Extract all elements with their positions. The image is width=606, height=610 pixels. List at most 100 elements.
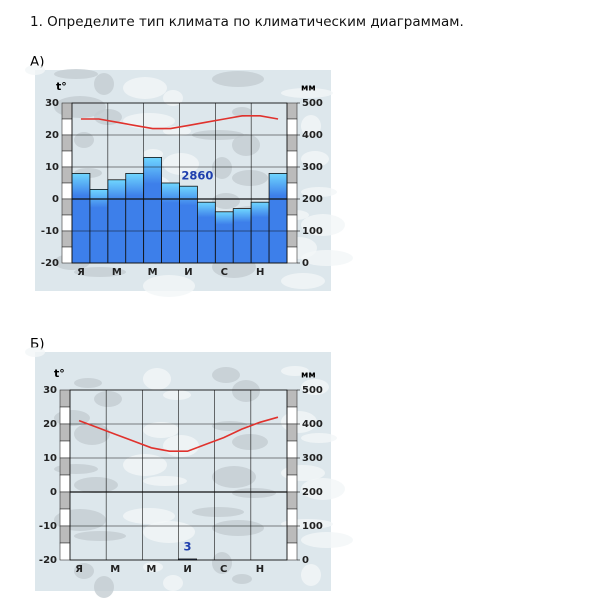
ruler-segment — [61, 102, 73, 120]
texture — [232, 170, 268, 186]
y2-tick-label: 0 — [302, 555, 309, 566]
x-tick-label: Н — [256, 267, 264, 278]
texture — [25, 65, 45, 75]
ruler-segment — [286, 457, 298, 476]
y-tick-label: 10 — [45, 162, 59, 173]
texture — [301, 379, 329, 395]
texture — [94, 576, 114, 598]
precipitation-bar — [107, 179, 127, 264]
ruler-segment — [286, 150, 298, 168]
ruler-segment — [59, 440, 71, 459]
ruler-segment — [59, 423, 71, 442]
x-tick-label: С — [220, 564, 227, 575]
x-tick-label: Н — [256, 564, 264, 575]
texture — [301, 214, 345, 236]
texture — [94, 73, 114, 95]
ruler-segment — [286, 406, 298, 425]
ruler-segment — [59, 491, 71, 510]
y-tick-label: 20 — [43, 419, 57, 430]
y-tick-label: 20 — [45, 130, 59, 141]
y-tick-label: -20 — [41, 258, 59, 269]
x-tick-label: М — [148, 267, 158, 278]
ruler-segment — [59, 474, 71, 493]
precipitation-bar — [179, 185, 198, 264]
ruler-segment — [286, 246, 298, 264]
texture — [163, 153, 199, 175]
ruler-segment — [61, 118, 73, 136]
texture — [163, 390, 191, 400]
texture — [143, 275, 195, 297]
ruler-segment — [286, 423, 298, 442]
x-tick-label: Я — [75, 564, 83, 575]
ruler-segment — [61, 150, 73, 168]
y-tick-label: 0 — [50, 487, 57, 498]
y2-tick-label: 200 — [302, 487, 323, 498]
ruler-segment — [286, 389, 298, 408]
texture — [212, 367, 240, 383]
texture — [25, 347, 45, 357]
ruler-segment — [61, 230, 73, 248]
ruler-segment — [286, 198, 298, 216]
texture — [281, 88, 333, 98]
texture — [232, 574, 252, 584]
ruler-segment — [59, 406, 71, 425]
texture — [281, 273, 325, 289]
y-tick-label: 10 — [43, 453, 57, 464]
y2-tick-label: 300 — [302, 162, 323, 173]
precipitation-bar — [214, 211, 234, 264]
precipitation-bar — [268, 172, 288, 264]
texture — [163, 90, 183, 106]
texture — [212, 552, 232, 574]
x-tick-label: И — [184, 267, 192, 278]
y2-tick-label: 500 — [302, 98, 323, 109]
y2-axis-label: мм — [301, 371, 316, 381]
texture — [212, 520, 264, 536]
precipitation-total: 3 — [184, 539, 192, 553]
texture — [232, 134, 260, 156]
texture — [74, 132, 94, 148]
ruler-segment — [61, 166, 73, 184]
ruler-segment — [61, 134, 73, 152]
ruler-segment — [286, 102, 298, 120]
y-axis-label: t° — [56, 80, 67, 93]
texture — [301, 564, 321, 586]
plot-frame — [71, 102, 288, 264]
texture — [301, 151, 329, 167]
texture — [301, 115, 321, 137]
y-tick-label: 30 — [45, 98, 59, 109]
texture — [54, 69, 98, 79]
x-tick-label: М — [146, 564, 156, 575]
texture — [74, 477, 118, 493]
plot-frame — [69, 389, 288, 561]
precipitation-bar — [161, 182, 180, 264]
y2-tick-label: 100 — [302, 226, 323, 237]
ruler-segment — [286, 525, 298, 544]
texture — [123, 77, 167, 99]
texture — [212, 421, 248, 431]
y2-tick-label: 200 — [302, 194, 323, 205]
precipitation-bar — [250, 201, 270, 264]
ruler-segment — [286, 474, 298, 493]
y-axis-label: t° — [54, 367, 65, 380]
texture — [143, 521, 195, 543]
texture — [74, 378, 102, 388]
y2-axis-label: мм — [301, 84, 316, 94]
y2-tick-label: 400 — [302, 130, 323, 141]
precipitation-bar — [89, 188, 109, 264]
precipitation-bar — [71, 172, 91, 264]
ruler-segment — [286, 214, 298, 232]
precipitation-bar — [232, 208, 252, 264]
ruler-segment — [286, 166, 298, 184]
texture — [123, 113, 175, 129]
precipitation-total: 2860 — [181, 169, 213, 183]
texture — [232, 434, 268, 450]
y-tick-label: -10 — [41, 226, 59, 237]
texture — [74, 563, 94, 579]
texture — [163, 435, 199, 457]
ruler-segment — [286, 118, 298, 136]
x-tick-label: М — [110, 564, 120, 575]
texture — [232, 488, 276, 498]
ruler-segment — [286, 134, 298, 152]
y-tick-label: 0 — [52, 194, 59, 205]
